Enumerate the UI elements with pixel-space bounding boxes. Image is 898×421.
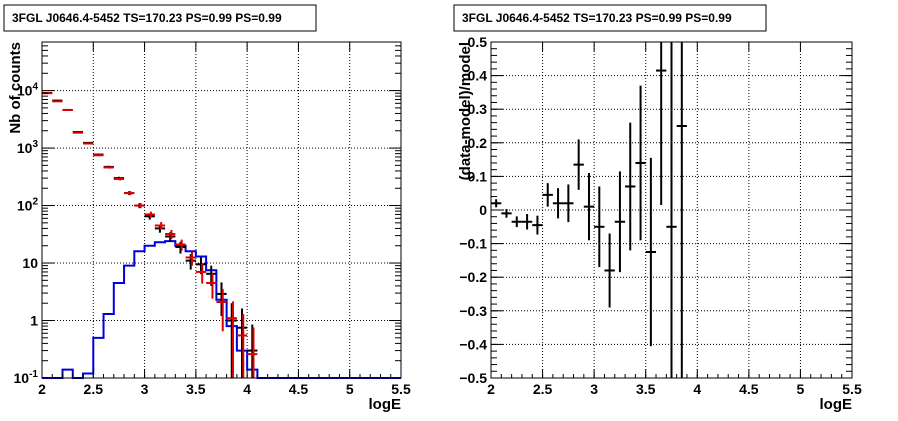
x-tick-label: 3 bbox=[590, 381, 598, 397]
y-tick-label: −0.2 bbox=[459, 269, 487, 285]
data-point-red bbox=[103, 166, 114, 169]
data-point-red bbox=[144, 211, 155, 218]
residual-point bbox=[511, 216, 522, 228]
data-point-red bbox=[226, 301, 237, 378]
residual-point bbox=[501, 208, 512, 218]
y-axis-label: Nb of counts bbox=[7, 42, 24, 134]
data-point-red bbox=[83, 142, 94, 145]
y-tick-label: 10-1 bbox=[14, 369, 39, 386]
x-tick-label: 3 bbox=[141, 381, 149, 397]
data-point-red bbox=[72, 131, 84, 134]
y-tick-label: 0.5 bbox=[468, 34, 488, 50]
residual-point bbox=[532, 215, 543, 235]
residual-point bbox=[614, 171, 626, 273]
residual-point bbox=[604, 233, 615, 308]
chart-title: 3FGL J0646.4-5452 TS=170.23 PS=0.99 PS=0… bbox=[12, 11, 282, 25]
data-point-red bbox=[236, 314, 248, 378]
y-tick-label: 1 bbox=[30, 313, 38, 329]
x-tick-label: 4 bbox=[693, 381, 701, 397]
residual-point bbox=[542, 183, 553, 207]
data-point-red bbox=[113, 177, 125, 181]
residual-point bbox=[635, 85, 646, 241]
residual-point bbox=[625, 122, 636, 251]
y-tick-label: −0.3 bbox=[459, 303, 487, 319]
y-axis-label: (data-model)/model bbox=[457, 42, 474, 180]
y-tick-label: 102 bbox=[17, 197, 39, 214]
data-point-red bbox=[175, 239, 186, 251]
title-box bbox=[453, 4, 767, 32]
data-point-red bbox=[134, 203, 145, 209]
residual-point bbox=[645, 157, 657, 347]
data-point-red bbox=[124, 191, 135, 196]
data-point-black bbox=[185, 254, 196, 270]
y-tick-label: 0.2 bbox=[468, 135, 488, 151]
data-point-red bbox=[247, 327, 258, 378]
data-point-black bbox=[247, 324, 258, 378]
y-tick-label: −0.1 bbox=[459, 236, 487, 252]
x-axis-label: logE bbox=[820, 396, 853, 413]
data-point-red bbox=[185, 251, 196, 266]
data-point-red bbox=[195, 264, 207, 284]
y-tick-label: 0.1 bbox=[468, 168, 488, 184]
x-axis-label: logE bbox=[369, 396, 402, 413]
x-tick-label: 5.5 bbox=[391, 381, 411, 397]
x-tick-label: 2.5 bbox=[533, 381, 553, 397]
y-tick-label: 0.3 bbox=[468, 101, 488, 117]
x-tick-label: 2 bbox=[487, 381, 495, 397]
x-tick-label: 4.5 bbox=[739, 381, 759, 397]
data-point-red bbox=[52, 100, 63, 103]
residual-point bbox=[552, 188, 564, 219]
y-tick-label: 0.4 bbox=[468, 68, 488, 84]
x-tick-label: 3.5 bbox=[636, 381, 656, 397]
residuals-panel: 2 2.5 3 3.5 4 4.5 5 5.5 −0.5 −0.4 −0.3 −0.2 −0.1 0 0.1… bbox=[453, 4, 862, 413]
y-tick-label: −0.5 bbox=[459, 370, 487, 386]
y-tick-label: 103 bbox=[17, 139, 39, 156]
residual-point bbox=[573, 139, 584, 190]
chart-title: 3FGL J0646.4-5452 TS=170.23 PS=0.99 PS=0… bbox=[462, 11, 732, 25]
y-tick-label: −0.4 bbox=[459, 336, 487, 352]
data-point-red bbox=[93, 154, 104, 157]
data-point-black bbox=[236, 308, 248, 378]
x-tick-label: 4 bbox=[243, 381, 251, 397]
residual-point bbox=[563, 184, 574, 223]
x-tick-label: 2.5 bbox=[84, 381, 104, 397]
x-tick-label: 2 bbox=[38, 381, 46, 397]
data-point-red bbox=[216, 288, 227, 332]
data-point-red bbox=[62, 108, 73, 111]
data-point-red bbox=[206, 273, 217, 299]
data-point-black bbox=[216, 282, 227, 316]
x-tick-label: 4.5 bbox=[289, 381, 309, 397]
residual-point bbox=[594, 186, 605, 268]
data-point-red bbox=[154, 222, 166, 230]
x-tick-label: 5 bbox=[797, 381, 805, 397]
data-point-red bbox=[165, 229, 176, 239]
residual-point bbox=[656, 42, 667, 205]
residual-point bbox=[676, 42, 687, 378]
residual-point bbox=[666, 42, 677, 378]
residual-point bbox=[583, 173, 595, 241]
x-tick-label: 5 bbox=[346, 381, 354, 397]
title-box bbox=[3, 4, 317, 32]
plot-frame bbox=[41, 41, 402, 379]
data-point-black bbox=[226, 303, 237, 378]
y-tick-label: 0 bbox=[479, 202, 487, 218]
x-tick-label: 3.5 bbox=[186, 381, 206, 397]
y-tick-label: 10 bbox=[22, 255, 38, 271]
residual-point bbox=[521, 214, 533, 230]
x-tick-label: 5.5 bbox=[842, 381, 862, 397]
